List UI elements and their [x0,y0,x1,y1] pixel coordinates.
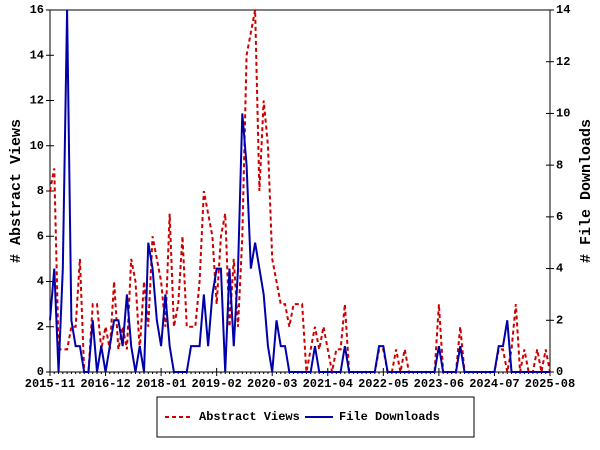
x-tick-label: 2020-03 [247,377,297,391]
x-tick-label: 2015-11 [25,377,75,391]
x-tick-label: 2024-07 [469,377,519,391]
y-tick-label: 8 [37,184,44,198]
y2-tick-label: 4 [556,262,563,276]
y-tick-label: 6 [37,229,44,243]
x-tick-label: 2018-01 [136,377,186,391]
series-line [49,9,550,373]
y2-tick-label: 0 [556,365,563,379]
legend-label: Abstract Views [199,410,300,424]
y-tick-label: 10 [30,139,44,153]
y-tick-label: 12 [30,94,44,108]
x-tick-label: 2023-06 [414,377,464,391]
y-tick-label: 16 [30,3,44,17]
y2-tick-label: 6 [556,210,563,224]
y2-tick-label: 12 [556,55,570,69]
x-tick-label: 2016-12 [80,377,130,391]
y-tick-label: 14 [30,48,44,62]
y2-tick-label: 10 [556,107,570,121]
y-tick-label: 0 [37,365,44,379]
y-tick-label: 4 [37,275,44,289]
y-axis-label: # Abstract Views [8,119,25,263]
legend-label: File Downloads [339,410,440,424]
legend [156,396,475,438]
y2-tick-label: 8 [556,158,563,172]
y-tick-label: 2 [37,320,44,334]
x-tick-label: 2021-04 [303,377,353,391]
x-tick-label: 2025-08 [525,377,575,391]
y2-tick-label: 2 [556,313,563,327]
y2-axis-label: # File Downloads [578,119,595,263]
x-tick-label: 2022-05 [358,377,408,391]
y2-tick-label: 14 [556,3,570,17]
x-tick-label: 2019-02 [191,377,241,391]
